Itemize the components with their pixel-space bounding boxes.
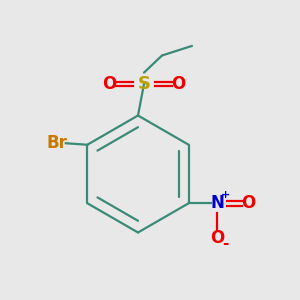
Text: Br: Br (47, 134, 68, 152)
Text: O: O (242, 194, 256, 212)
Text: N: N (210, 194, 224, 212)
Text: S: S (137, 75, 151, 93)
Text: O: O (171, 75, 186, 93)
Text: -: - (222, 236, 229, 250)
Text: O: O (102, 75, 117, 93)
Text: +: + (221, 190, 230, 200)
Text: O: O (210, 229, 224, 247)
